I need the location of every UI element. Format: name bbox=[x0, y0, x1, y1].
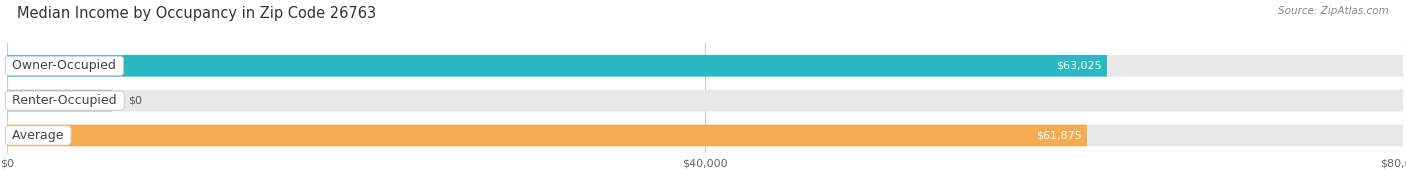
FancyBboxPatch shape bbox=[7, 125, 1403, 146]
Text: $61,875: $61,875 bbox=[1036, 131, 1081, 141]
Text: Median Income by Occupancy in Zip Code 26763: Median Income by Occupancy in Zip Code 2… bbox=[17, 6, 375, 21]
FancyBboxPatch shape bbox=[7, 55, 1403, 77]
Text: Renter-Occupied: Renter-Occupied bbox=[8, 94, 121, 107]
Text: Average: Average bbox=[8, 129, 67, 142]
Text: $63,025: $63,025 bbox=[1056, 61, 1101, 71]
FancyBboxPatch shape bbox=[7, 55, 1107, 77]
Text: Owner-Occupied: Owner-Occupied bbox=[8, 59, 121, 72]
Text: Source: ZipAtlas.com: Source: ZipAtlas.com bbox=[1278, 6, 1389, 16]
FancyBboxPatch shape bbox=[7, 90, 111, 111]
Text: $0: $0 bbox=[128, 96, 142, 106]
FancyBboxPatch shape bbox=[7, 125, 1087, 146]
FancyBboxPatch shape bbox=[7, 90, 1403, 111]
